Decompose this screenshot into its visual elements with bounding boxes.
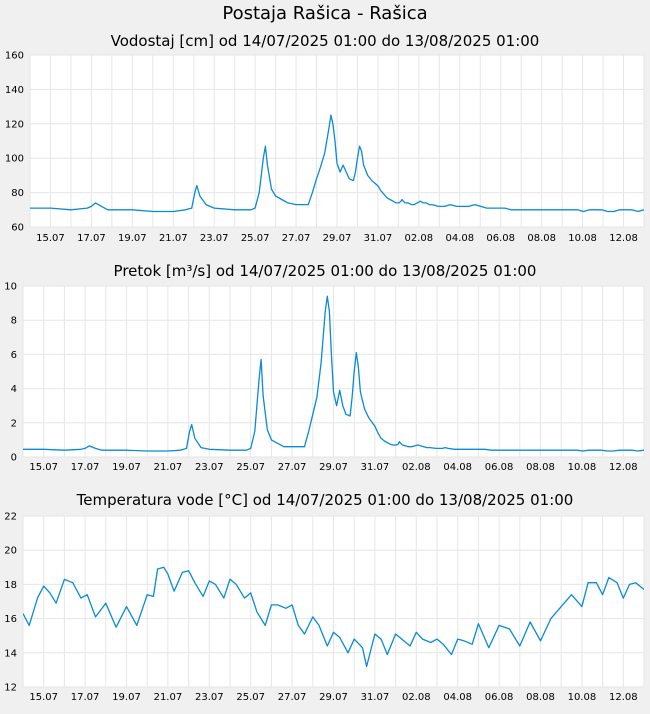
x-tick-label: 04.08 <box>443 692 472 703</box>
x-tick-label: 15.07 <box>29 462 58 473</box>
x-tick-label: 02.08 <box>402 462 431 473</box>
x-tick-label: 04.08 <box>443 462 472 473</box>
series-line <box>23 566 644 668</box>
y-tick-label: 12 <box>4 683 17 694</box>
x-tick-label: 23.07 <box>195 692 224 703</box>
x-tick-label: 25.07 <box>236 462 265 473</box>
x-tick-label: 29.07 <box>323 233 352 244</box>
y-tick-label: 8 <box>11 316 17 327</box>
chart-title: Temperatura vode [°C] od 14/07/2025 01:0… <box>76 491 574 509</box>
series-line <box>23 295 644 452</box>
x-tick-label: 15.07 <box>29 692 58 703</box>
x-tick-label: 12.08 <box>609 692 638 703</box>
x-tick-label: 31.07 <box>364 233 393 244</box>
y-tick-label: 0 <box>11 453 17 464</box>
y-tick-label: 160 <box>5 51 24 62</box>
x-tick-label: 29.07 <box>319 692 348 703</box>
x-tick-label: 21.07 <box>154 692 183 703</box>
x-tick-label: 02.08 <box>405 233 434 244</box>
y-tick-label: 2 <box>11 418 17 429</box>
y-tick-label: 60 <box>11 223 24 234</box>
x-tick-label: 27.07 <box>278 692 307 703</box>
y-tick-label: 120 <box>5 119 24 130</box>
x-tick-label: 10.08 <box>568 233 597 244</box>
x-tick-label: 27.07 <box>278 462 307 473</box>
x-tick-label: 31.07 <box>361 462 390 473</box>
y-tick-label: 80 <box>11 188 24 199</box>
chart-title: Vodostaj [cm] od 14/07/2025 01:00 do 13/… <box>111 32 540 50</box>
x-tick-label: 08.08 <box>526 692 555 703</box>
page-title: Postaja Rašica - Rašica <box>222 3 428 24</box>
x-tick-label: 17.07 <box>77 233 106 244</box>
x-tick-label: 29.07 <box>319 462 348 473</box>
x-tick-label: 25.07 <box>241 233 270 244</box>
y-tick-label: 16 <box>4 614 17 625</box>
y-tick-label: 20 <box>4 546 17 557</box>
x-tick-label: 25.07 <box>236 692 265 703</box>
x-tick-label: 04.08 <box>445 233 474 244</box>
x-tick-label: 19.07 <box>118 233 147 244</box>
chart-title: Pretok [m³/s] od 14/07/2025 01:00 do 13/… <box>114 262 537 280</box>
y-tick-label: 4 <box>11 384 17 395</box>
y-tick-label: 10 <box>4 282 17 293</box>
x-tick-label: 21.07 <box>154 462 183 473</box>
x-tick-label: 23.07 <box>195 462 224 473</box>
x-tick-label: 27.07 <box>282 233 311 244</box>
y-tick-label: 18 <box>4 580 17 591</box>
y-tick-label: 100 <box>5 154 24 165</box>
series-line <box>30 114 644 213</box>
x-tick-label: 12.08 <box>609 233 638 244</box>
x-tick-label: 10.08 <box>568 692 597 703</box>
x-tick-label: 02.08 <box>402 692 431 703</box>
x-tick-label: 19.07 <box>112 692 141 703</box>
x-tick-label: 10.08 <box>568 462 597 473</box>
x-tick-label: 15.07 <box>36 233 65 244</box>
y-tick-label: 22 <box>4 512 17 523</box>
x-tick-label: 06.08 <box>485 462 514 473</box>
x-tick-label: 06.08 <box>486 233 515 244</box>
x-tick-label: 06.08 <box>485 692 514 703</box>
x-tick-label: 12.08 <box>609 462 638 473</box>
chart-temperatura: Temperatura vode [°C] od 14/07/2025 01:0… <box>4 491 645 703</box>
x-tick-label: 31.07 <box>361 692 390 703</box>
x-tick-label: 21.07 <box>159 233 188 244</box>
x-tick-label: 19.07 <box>112 462 141 473</box>
x-tick-label: 23.07 <box>200 233 229 244</box>
x-tick-label: 17.07 <box>71 692 100 703</box>
x-tick-label: 08.08 <box>526 462 555 473</box>
x-tick-label: 08.08 <box>527 233 556 244</box>
x-tick-label: 17.07 <box>71 462 100 473</box>
y-tick-label: 6 <box>11 350 17 361</box>
y-tick-label: 140 <box>5 85 24 96</box>
y-tick-label: 14 <box>4 648 17 659</box>
chart-vodostaj: Vodostaj [cm] od 14/07/2025 01:00 do 13/… <box>5 32 645 244</box>
chart-pretok: Pretok [m³/s] od 14/07/2025 01:00 do 13/… <box>4 262 645 473</box>
